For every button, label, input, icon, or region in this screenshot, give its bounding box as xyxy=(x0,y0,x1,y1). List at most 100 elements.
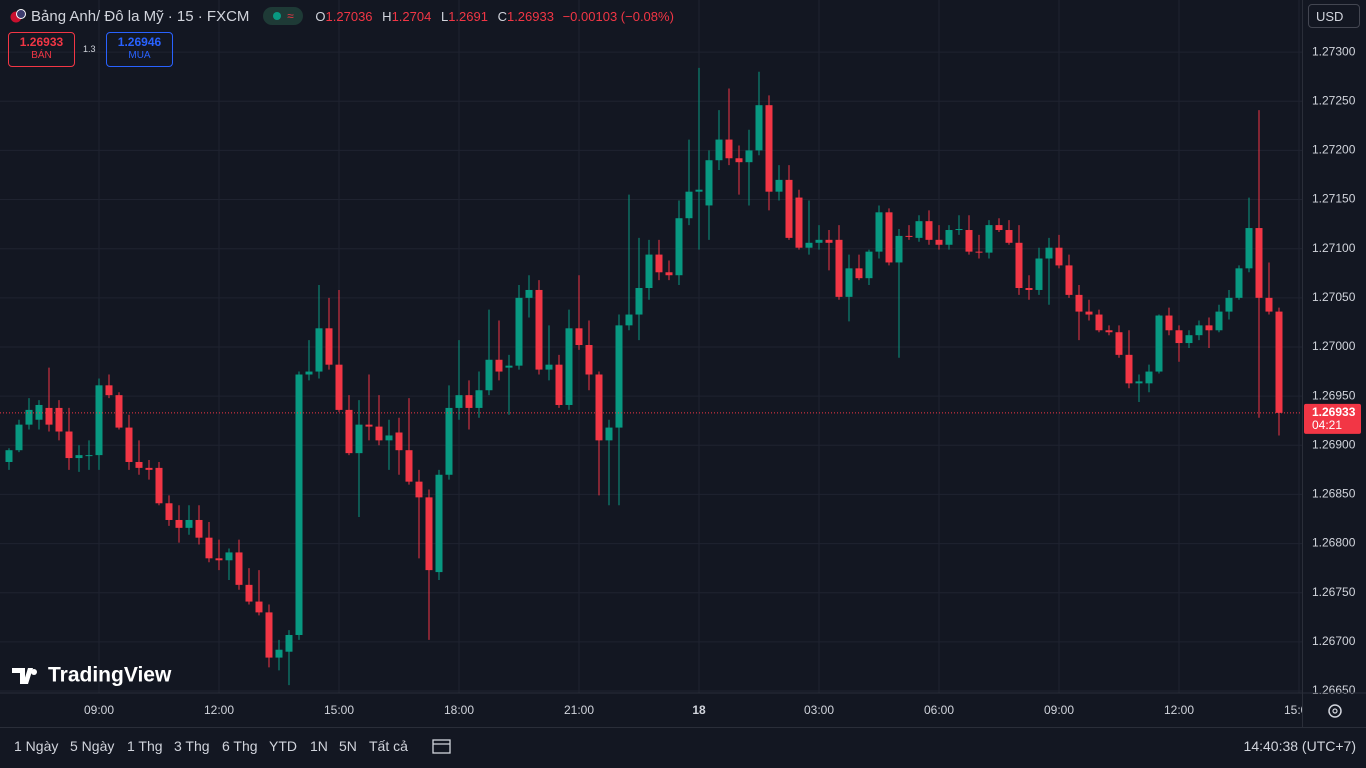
range-button[interactable]: 3 Thg xyxy=(174,738,210,754)
candle-body xyxy=(1075,294,1083,312)
buy-label: MUA xyxy=(128,50,151,61)
ohlc-value: 1.2691 xyxy=(448,8,488,24)
candle-body xyxy=(145,467,153,470)
candle-body xyxy=(895,235,903,263)
range-button[interactable]: 6 Thg xyxy=(222,738,258,754)
candle-body xyxy=(635,288,643,315)
date-range-icon[interactable] xyxy=(431,736,453,756)
x-tick-label: 15:00 xyxy=(1284,703,1314,717)
settings-icon[interactable] xyxy=(1328,704,1342,718)
y-tick-label: 1.27050 xyxy=(1312,290,1356,304)
candle-body xyxy=(125,427,133,462)
candle-body xyxy=(555,364,563,405)
candle-body xyxy=(795,197,803,248)
candle-body xyxy=(625,314,633,326)
candle-body xyxy=(195,519,203,538)
price-axis: 1.26650 1.26700 1.26750 1.26800 1.26850 1.269… xyxy=(1304,44,1361,697)
grid xyxy=(0,0,1302,693)
candle-body xyxy=(365,424,373,427)
flag-icon xyxy=(10,9,26,23)
candle-body xyxy=(1015,242,1023,289)
candle-body xyxy=(1105,330,1113,333)
candle-body xyxy=(765,105,773,192)
ohlc-letter: O xyxy=(315,8,326,24)
candle-body xyxy=(865,251,873,279)
candle-body xyxy=(665,272,673,276)
y-tick-label: 1.26850 xyxy=(1312,487,1356,501)
logo-dot xyxy=(31,669,37,675)
buy-button[interactable]: 1.26946 MUA xyxy=(106,32,173,67)
candle-body xyxy=(405,450,413,482)
candle-body xyxy=(225,552,233,561)
buy-price: 1.26946 xyxy=(117,35,162,49)
sell-button[interactable]: 1.26933 BÁN xyxy=(8,32,75,67)
bottom-toolbar: 14:40:38 (UTC+7) 1 Ngày 5 Ngày 1 Thg 3 Thg 6… xyxy=(0,727,1366,768)
y-tick-label: 1.27150 xyxy=(1312,192,1356,206)
dot xyxy=(273,12,282,20)
x-tick-label: 09:00 xyxy=(84,703,114,717)
candle-body xyxy=(305,371,313,375)
status-icon: ≈ xyxy=(287,9,294,23)
range-button[interactable]: 5 Ngày xyxy=(70,738,115,754)
candle-body xyxy=(95,385,103,456)
gear[interactable] xyxy=(1328,704,1342,718)
y-tick-label: 1.26650 xyxy=(1312,683,1356,697)
candle-body xyxy=(175,519,183,528)
candle-body xyxy=(995,225,1003,231)
candle-body xyxy=(135,461,143,468)
y-tick-label: 1.27100 xyxy=(1312,241,1356,255)
candle-body xyxy=(585,345,593,375)
currency: USD xyxy=(1316,9,1344,24)
candle-body xyxy=(835,239,843,297)
candle-body xyxy=(245,584,253,602)
x-tick-label: 12:00 xyxy=(204,703,234,717)
gear-core[interactable] xyxy=(1332,708,1338,714)
candle-body xyxy=(435,474,443,573)
candle-body xyxy=(55,407,63,432)
sell-price: 1.26933 xyxy=(19,35,64,49)
clock[interactable]: 14:40:38 (UTC+7) xyxy=(1243,738,1356,754)
candle-body xyxy=(485,359,493,391)
candle-body xyxy=(1005,230,1013,243)
candle-body xyxy=(1125,354,1133,384)
symbol-header: Bảng Anh/ Đô la Mỹ · 15 · FXCM ≈ O1.2703… xyxy=(10,6,674,26)
range-button[interactable]: 1 Ngày xyxy=(14,738,59,754)
range-button[interactable]: Tất cả xyxy=(369,738,408,754)
candle-body xyxy=(975,251,983,253)
y-tick-label: 1.26900 xyxy=(1312,437,1356,451)
candle-body xyxy=(945,230,953,245)
candle-body xyxy=(615,325,623,428)
candle-body xyxy=(1195,325,1203,336)
range-button[interactable]: YTD xyxy=(269,738,297,754)
candle-body xyxy=(395,432,403,451)
candle-body xyxy=(255,601,263,613)
market-status[interactable]: ≈ xyxy=(263,7,304,25)
candle-body xyxy=(805,242,813,248)
candle-body xyxy=(315,328,323,372)
candle-body xyxy=(1235,268,1243,298)
candle-body xyxy=(1265,297,1273,312)
candle-body xyxy=(185,519,193,528)
candle-body xyxy=(415,481,423,498)
currency-button[interactable]: USD xyxy=(1308,4,1360,28)
candle-body xyxy=(1145,371,1153,384)
candle-body xyxy=(295,374,303,635)
candle-body xyxy=(495,359,503,372)
candle-body xyxy=(1025,288,1033,290)
candle-body xyxy=(375,426,383,441)
range-button[interactable]: 1N xyxy=(310,738,328,754)
candle-body xyxy=(1135,381,1143,384)
status-dot xyxy=(273,12,282,20)
candle-body xyxy=(1165,315,1173,331)
candle-body xyxy=(715,139,723,161)
candle-body xyxy=(705,160,713,206)
symbol-title[interactable]: Bảng Anh/ Đô la Mỹ · 15 · FXCM xyxy=(31,7,250,25)
range-button[interactable]: 1 Thg xyxy=(127,738,163,754)
candle-body xyxy=(645,254,653,289)
last-price-tag xyxy=(1304,403,1361,434)
candle-body xyxy=(905,235,913,237)
candle-body xyxy=(355,424,363,454)
range-button[interactable]: 5N xyxy=(339,738,357,754)
candle-body xyxy=(545,364,553,370)
